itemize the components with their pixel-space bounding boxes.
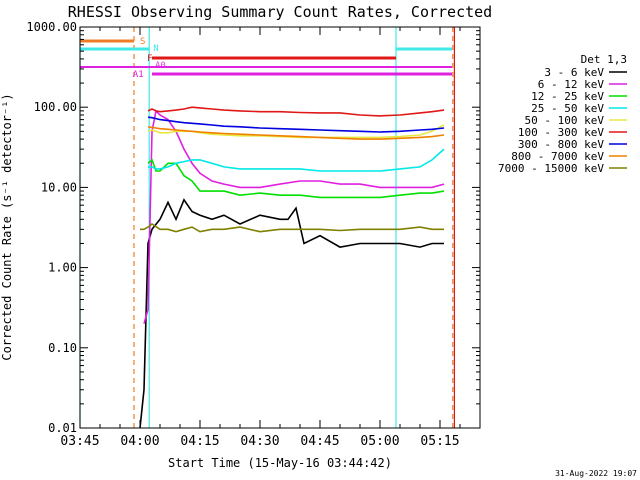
x-tick-label-2: 04:15 xyxy=(180,434,219,449)
series-line-1 xyxy=(143,109,445,324)
legend-label-4: 50 - 100 keV xyxy=(525,114,605,127)
timestamp-label: 31-Aug-2022 19:07 xyxy=(555,469,637,478)
series-lines xyxy=(139,106,445,429)
x-tick-label-6: 05:15 xyxy=(420,434,459,449)
x-tick-label-5: 05:00 xyxy=(360,434,399,449)
y-tick-label-5: 0.01 xyxy=(48,421,77,435)
legend-label-1: 6 - 12 keV xyxy=(538,78,605,91)
flag-label-f: F xyxy=(147,54,152,64)
series-line-2 xyxy=(147,158,445,199)
x-axis-label: Start Time (15-May-16 03:44:42) xyxy=(168,456,392,470)
legend-label-7: 800 - 7000 keV xyxy=(511,150,604,163)
legend-label-6: 300 - 800 keV xyxy=(518,138,604,151)
x-tick-label-4: 04:45 xyxy=(300,434,339,449)
x-tick-label-0: 03:45 xyxy=(60,434,99,449)
y-tick-label-4: 0.10 xyxy=(48,341,77,355)
legend-label-0: 3 - 6 keV xyxy=(544,66,604,79)
x-axis: 03:45 04:00 04:15 04:30 04:45 05:00 05:15 xyxy=(60,27,461,449)
legend-label-5: 100 - 300 keV xyxy=(518,126,604,139)
series-line-3 xyxy=(148,148,445,172)
x-tick-label-1: 04:00 xyxy=(120,434,159,449)
flag-bars: SNFA0A1 xyxy=(80,37,452,80)
legend-label-2: 12 - 25 keV xyxy=(531,90,604,103)
series-line-8 xyxy=(140,223,444,233)
y-tick-label-3: 1.00 xyxy=(48,261,77,275)
y-axis-label: Corrected Count Rate (s⁻¹ detector⁻¹) xyxy=(0,93,14,360)
legend-label-3: 25 - 50 keV xyxy=(531,102,604,115)
flag-label-n: N xyxy=(153,44,158,54)
chart-title: RHESSI Observing Summary Count Rates, Co… xyxy=(68,3,492,21)
x-tick-label-3: 04:30 xyxy=(240,434,279,449)
y-axis: 1000.00 100.00 10.00 1.00 0.10 0.01 xyxy=(26,20,480,435)
series-line-6 xyxy=(147,116,445,133)
legend-label-8: 7000 - 15000 keV xyxy=(498,162,604,175)
flag-label-a1: A1 xyxy=(133,70,144,80)
y-tick-label-1: 100.00 xyxy=(34,100,77,114)
legend-title: Det 1,3 xyxy=(581,53,627,66)
plot-area: SNFA0A1 xyxy=(79,27,455,429)
y-tick-label-0: 1000.00 xyxy=(26,20,77,34)
series-line-5 xyxy=(147,106,445,117)
y-tick-label-2: 10.00 xyxy=(41,180,77,194)
series-line-7 xyxy=(147,126,445,140)
flag-label-s: S xyxy=(140,37,145,47)
series-line-4 xyxy=(147,124,445,139)
series-line-0 xyxy=(139,198,444,429)
